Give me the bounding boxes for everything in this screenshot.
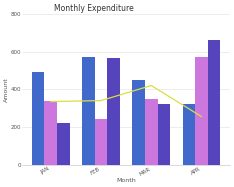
Text: Monthly Expenditure: Monthly Expenditure bbox=[54, 4, 133, 13]
Bar bbox=[44, 101, 57, 165]
Bar bbox=[95, 119, 107, 165]
Bar bbox=[195, 57, 208, 165]
X-axis label: Month: Month bbox=[116, 178, 136, 183]
Bar bbox=[183, 104, 195, 165]
Bar bbox=[57, 123, 69, 165]
Bar bbox=[208, 40, 220, 165]
Bar bbox=[107, 58, 120, 165]
Bar bbox=[132, 80, 145, 165]
Bar bbox=[82, 57, 95, 165]
Y-axis label: Amount: Amount bbox=[4, 77, 9, 102]
Bar bbox=[145, 99, 157, 165]
Bar bbox=[32, 72, 44, 165]
Bar bbox=[157, 104, 170, 165]
